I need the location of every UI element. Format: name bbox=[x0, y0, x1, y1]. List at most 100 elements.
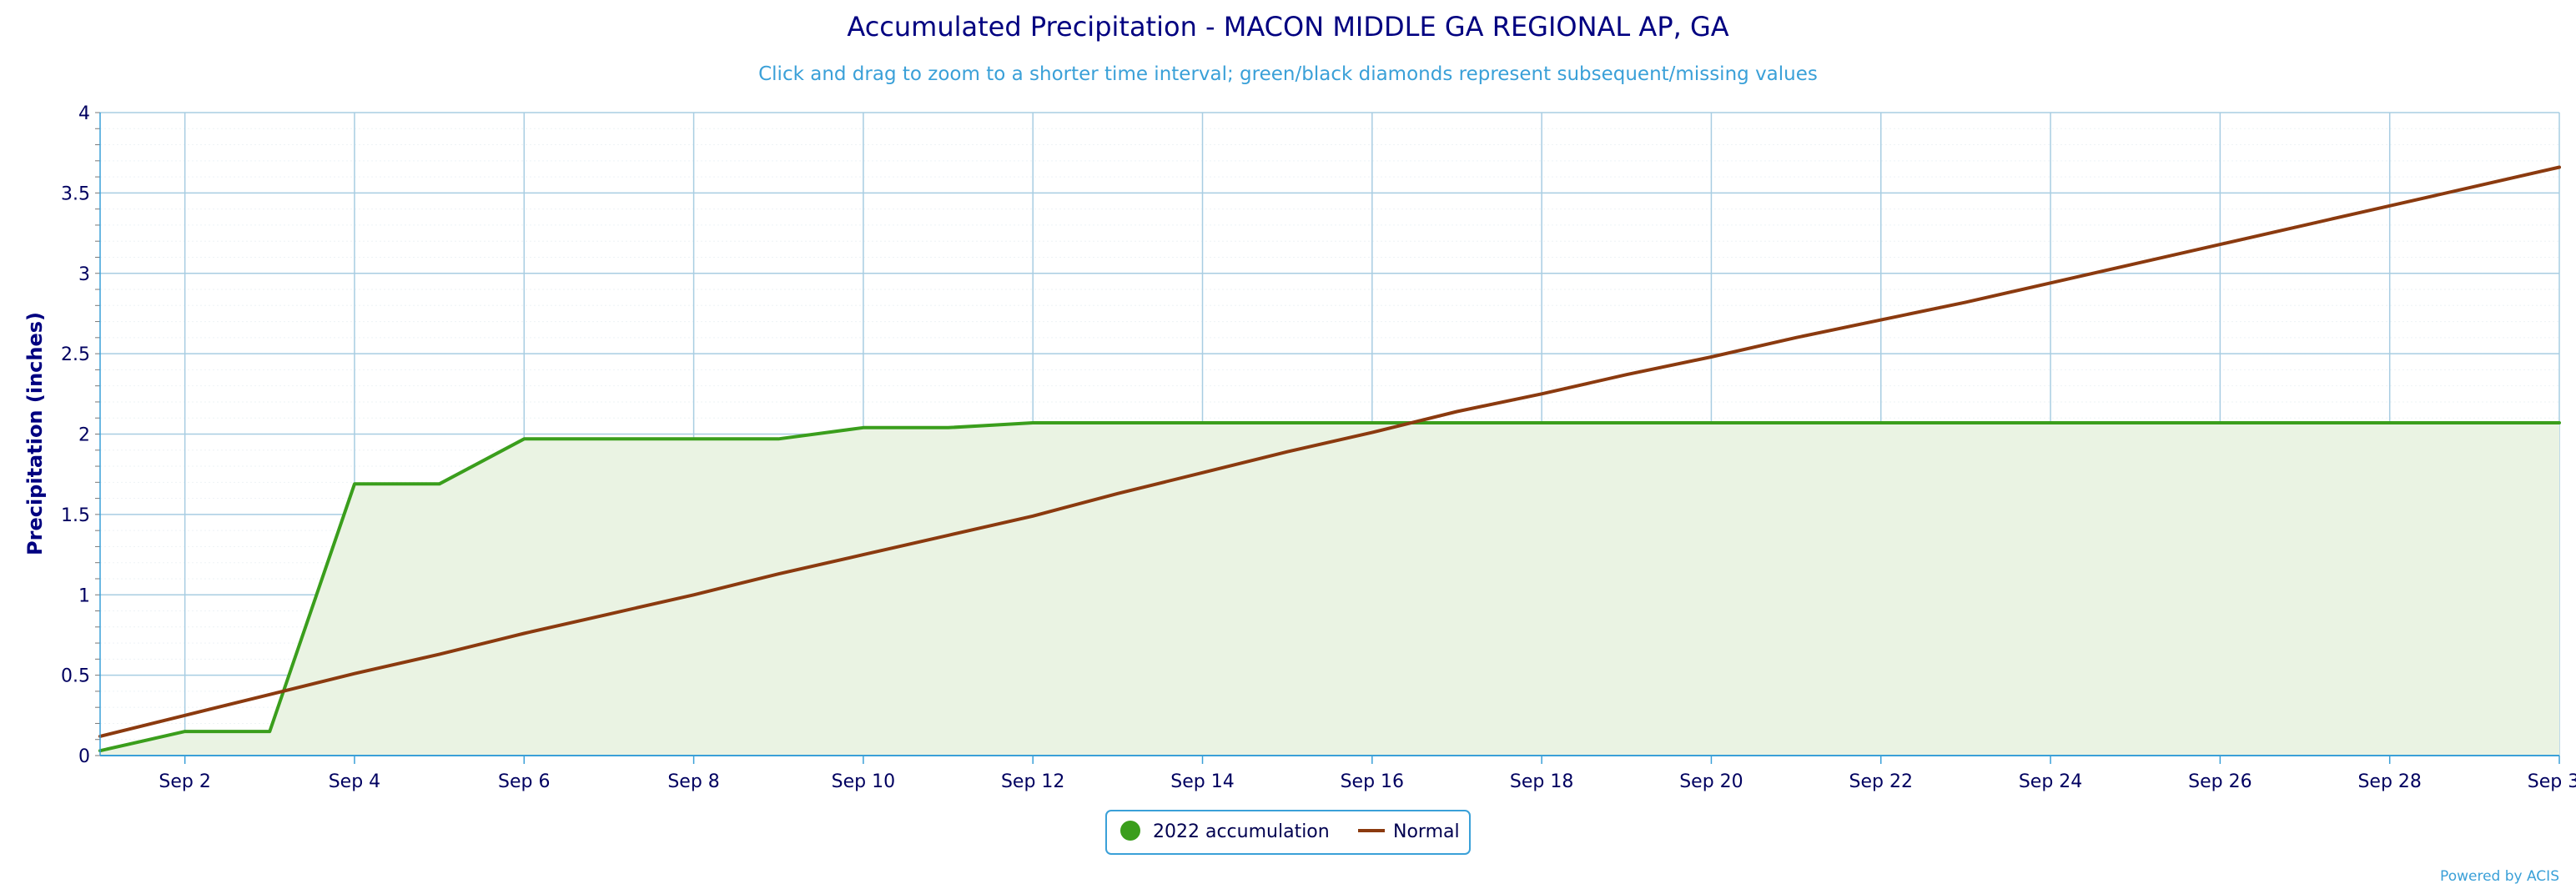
data-point-normal bbox=[1115, 491, 1120, 496]
data-point-2022-accumulation bbox=[1200, 420, 1205, 425]
data-point-2022-accumulation bbox=[352, 481, 357, 486]
data-point-2022-accumulation bbox=[2217, 420, 2222, 425]
data-point-normal bbox=[1708, 354, 1713, 359]
data-point-2022-accumulation bbox=[776, 436, 781, 441]
legend: 2022 accumulation Normal bbox=[1105, 810, 1471, 855]
data-point-2022-accumulation bbox=[2557, 420, 2562, 425]
data-point-normal bbox=[267, 692, 272, 697]
legend-label-2022-accumulation: 2022 accumulation bbox=[1153, 821, 1330, 842]
series-line-normal bbox=[98, 165, 2561, 738]
data-point-normal bbox=[2217, 242, 2222, 247]
data-point-2022-accumulation bbox=[1115, 420, 1120, 425]
data-point-2022-accumulation bbox=[2048, 420, 2053, 425]
y-tick-label: 2.5 bbox=[61, 344, 90, 365]
data-point-normal bbox=[1454, 409, 1459, 414]
data-point-normal bbox=[861, 552, 866, 557]
data-point-2022-accumulation bbox=[1879, 420, 1884, 425]
y-tick-label: 4 bbox=[78, 103, 90, 124]
data-point-normal bbox=[183, 713, 188, 718]
data-point-normal bbox=[1624, 372, 1629, 377]
legend-box bbox=[1105, 810, 1471, 855]
x-tick-label: Sep 6 bbox=[498, 771, 550, 792]
x-tick-label: Sep 28 bbox=[2357, 771, 2421, 792]
data-point-2022-accumulation bbox=[521, 436, 526, 441]
data-point-2022-accumulation bbox=[2302, 420, 2307, 425]
x-tick-label: Sep 10 bbox=[832, 771, 895, 792]
y-tick-label: 1 bbox=[78, 585, 90, 606]
data-point-2022-accumulation bbox=[1794, 420, 1799, 425]
y-tick-label: 2 bbox=[78, 425, 90, 446]
x-tick-label: Sep 4 bbox=[329, 771, 380, 792]
data-point-2022-accumulation bbox=[437, 481, 442, 486]
data-point-normal bbox=[352, 671, 357, 676]
y-tick-label: 0.5 bbox=[61, 666, 90, 687]
data-point-normal bbox=[521, 631, 526, 636]
chart-title: Accumulated Precipitation - MACON MIDDLE… bbox=[847, 11, 1728, 43]
x-tick-label: Sep 30 bbox=[2528, 771, 2576, 792]
y-axis-title: Precipitation (inches) bbox=[23, 312, 47, 555]
x-tick-label: Sep 24 bbox=[2019, 771, 2082, 792]
area-fill-2022-accumulation bbox=[100, 423, 2559, 756]
data-point-2022-accumulation bbox=[1624, 420, 1629, 425]
legend-marker-2022-accumulation-icon bbox=[1120, 821, 1140, 841]
legend-item-normal[interactable]: Normal bbox=[1358, 821, 1460, 842]
data-point-2022-accumulation bbox=[1370, 420, 1375, 425]
data-point-2022-accumulation bbox=[1030, 420, 1035, 425]
data-point-normal bbox=[2557, 165, 2562, 170]
x-tick-label: Sep 22 bbox=[1849, 771, 1913, 792]
data-point-2022-accumulation bbox=[2387, 420, 2392, 425]
data-point-normal bbox=[1200, 470, 1205, 475]
data-point-2022-accumulation bbox=[1454, 420, 1459, 425]
x-tick-label: Sep 18 bbox=[1510, 771, 1573, 792]
data-point-normal bbox=[1285, 450, 1290, 455]
x-tick-label: Sep 8 bbox=[667, 771, 719, 792]
data-point-normal bbox=[1794, 335, 1799, 340]
y-tick-label: 0 bbox=[78, 746, 90, 767]
data-point-normal bbox=[437, 652, 442, 657]
data-point-2022-accumulation bbox=[946, 425, 951, 430]
data-point-2022-accumulation bbox=[861, 425, 866, 430]
data-point-normal bbox=[2472, 184, 2477, 189]
data-point-normal bbox=[1030, 514, 1035, 519]
data-point-2022-accumulation bbox=[692, 436, 697, 441]
data-point-normal bbox=[1539, 391, 1544, 396]
data-point-normal bbox=[2048, 280, 2053, 285]
legend-label-normal: Normal bbox=[1393, 821, 1460, 842]
data-point-2022-accumulation bbox=[606, 436, 611, 441]
data-point-2022-accumulation bbox=[1708, 420, 1713, 425]
data-point-normal bbox=[776, 571, 781, 576]
y-tick-label: 3 bbox=[78, 264, 90, 285]
data-point-2022-accumulation bbox=[183, 729, 188, 734]
x-tick-label: Sep 14 bbox=[1170, 771, 1234, 792]
series-line-2022-accumulation bbox=[98, 421, 2561, 753]
axes bbox=[95, 112, 2560, 764]
y-tick-label: 3.5 bbox=[61, 183, 90, 204]
chart-subtitle: Click and drag to zoom to a shorter time… bbox=[758, 63, 1818, 85]
area-layer bbox=[100, 423, 2559, 756]
data-point-2022-accumulation bbox=[1963, 420, 1968, 425]
data-point-normal bbox=[2387, 203, 2392, 208]
credits-link[interactable]: Powered by ACIS bbox=[2440, 868, 2559, 885]
data-point-2022-accumulation bbox=[2472, 420, 2477, 425]
series-layer bbox=[98, 165, 2562, 753]
data-point-2022-accumulation bbox=[267, 729, 272, 734]
legend-item-2022-accumulation[interactable]: 2022 accumulation bbox=[1120, 821, 1330, 842]
tick-labels: 0 0.5 1 1.5 2 2.5 3 3.5 4 Sep 2 Sep 4 Sep 6 Sep 8 Sep… bbox=[61, 103, 2576, 792]
data-point-normal bbox=[2302, 223, 2307, 228]
x-tick-label: Sep 2 bbox=[158, 771, 210, 792]
x-tick-label: Sep 26 bbox=[2188, 771, 2251, 792]
data-point-normal bbox=[1370, 430, 1375, 435]
y-tick-label: 1.5 bbox=[61, 505, 90, 526]
data-point-2022-accumulation bbox=[1285, 420, 1290, 425]
x-tick-label: Sep 20 bbox=[1679, 771, 1743, 792]
data-point-2022-accumulation bbox=[1539, 420, 1544, 425]
data-point-normal bbox=[1963, 299, 1968, 304]
data-point-normal bbox=[606, 611, 611, 616]
data-point-normal bbox=[2133, 261, 2138, 266]
data-point-normal bbox=[692, 592, 697, 597]
x-tick-label: Sep 16 bbox=[1341, 771, 1404, 792]
data-point-normal bbox=[946, 533, 951, 538]
data-point-2022-accumulation bbox=[2133, 420, 2138, 425]
